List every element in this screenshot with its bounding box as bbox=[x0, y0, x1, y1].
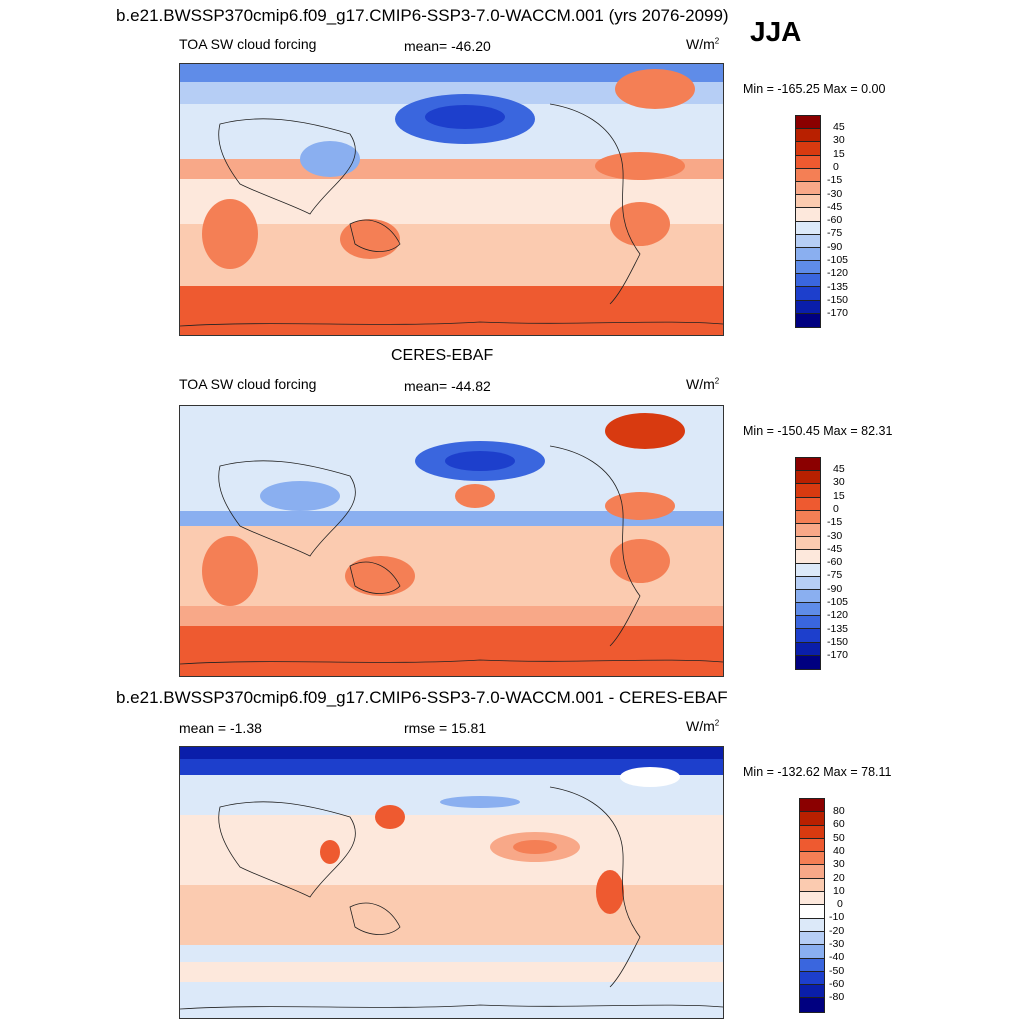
panel1-map bbox=[179, 63, 724, 336]
cbar-label: -50 bbox=[829, 964, 845, 977]
cbar-label: -75 bbox=[827, 569, 843, 582]
cbar-label: 20 bbox=[833, 871, 845, 884]
panel2-heading: CERES-EBAF bbox=[391, 347, 494, 364]
cbar-label: -90 bbox=[827, 240, 843, 253]
panel1-minmax: Min = -165.25 Max = 0.00 bbox=[743, 82, 886, 96]
panel3-map bbox=[179, 746, 724, 1019]
panel2-mean: mean= -44.82 bbox=[404, 378, 491, 394]
cbar-label: 40 bbox=[833, 844, 845, 857]
cbar-label: -75 bbox=[827, 227, 843, 240]
cbar-label: -90 bbox=[827, 582, 843, 595]
cbar-label: -170 bbox=[827, 649, 849, 662]
cbar-label: -170 bbox=[827, 307, 849, 320]
cbar-label: -15 bbox=[827, 516, 843, 529]
panel3-colorbar bbox=[799, 798, 825, 1013]
cbar-label: -60 bbox=[827, 556, 843, 569]
panel3-minmax: Min = -132.62 Max = 78.11 bbox=[743, 765, 892, 779]
cbar-label: -45 bbox=[827, 542, 843, 555]
cbar-label: -135 bbox=[827, 622, 849, 635]
panel2-variable: TOA SW cloud forcing bbox=[179, 376, 317, 392]
cbar-label: -15 bbox=[827, 174, 843, 187]
panel3-mean: mean = -1.38 bbox=[179, 720, 262, 736]
cbar-label: 15 bbox=[833, 489, 845, 502]
panel2-colorbar bbox=[795, 457, 821, 670]
panel3-units: W/m2 bbox=[686, 718, 720, 734]
cbar-label: -30 bbox=[827, 187, 843, 200]
cbar-label: -30 bbox=[827, 529, 843, 542]
cbar-label: -105 bbox=[827, 596, 849, 608]
panel1-variable: TOA SW cloud forcing bbox=[179, 36, 317, 52]
panel1-units: W/m2 bbox=[686, 36, 720, 52]
cbar-label: 60 bbox=[833, 818, 845, 831]
panel3-heading: b.e21.BWSSP370cmip6.f09_g17.CMIP6-SSP3-7… bbox=[116, 688, 728, 707]
cbar-label: 0 bbox=[833, 160, 839, 173]
cbar-label: -150 bbox=[827, 293, 849, 306]
cbar-label: -40 bbox=[829, 951, 845, 964]
cbar-label: -120 bbox=[827, 267, 849, 280]
cbar-label: 45 bbox=[833, 121, 845, 133]
cbar-label: -10 bbox=[829, 911, 845, 924]
panel1-mean: mean= -46.20 bbox=[404, 38, 491, 54]
cbar-label: 0 bbox=[833, 502, 839, 515]
cbar-label: -135 bbox=[827, 280, 849, 293]
panel3-map-field bbox=[180, 747, 723, 1018]
season-label: JJA bbox=[750, 16, 802, 47]
cbar-label: -105 bbox=[827, 254, 849, 266]
figure-title: b.e21.BWSSP370cmip6.f09_g17.CMIP6-SSP3-7… bbox=[116, 6, 729, 25]
panel2-units: W/m2 bbox=[686, 376, 720, 392]
cbar-label: -80 bbox=[829, 991, 845, 1004]
cbar-label: 30 bbox=[833, 858, 845, 871]
cbar-label: 30 bbox=[833, 134, 845, 147]
cbar-label: 10 bbox=[833, 884, 845, 897]
panel2-minmax: Min = -150.45 Max = 82.31 bbox=[743, 424, 893, 438]
cbar-label: -30 bbox=[829, 938, 845, 950]
cbar-label: 45 bbox=[833, 463, 845, 475]
cbar-label: -120 bbox=[827, 609, 849, 622]
panel1-colorbar bbox=[795, 115, 821, 328]
cbar-label: -20 bbox=[829, 924, 845, 937]
panel2-map bbox=[179, 405, 724, 677]
cbar-label: -150 bbox=[827, 635, 849, 648]
cbar-label: -60 bbox=[827, 214, 843, 227]
cbar-label: 80 bbox=[833, 805, 845, 817]
cbar-label: 15 bbox=[833, 147, 845, 160]
cbar-label: 50 bbox=[833, 831, 845, 844]
panel3-rmse: rmse = 15.81 bbox=[404, 720, 487, 736]
panel1-map-field bbox=[180, 64, 723, 335]
cbar-label: 30 bbox=[833, 476, 845, 489]
cbar-label: 0 bbox=[837, 898, 843, 911]
cbar-label: -60 bbox=[829, 977, 845, 990]
panel2-map-field bbox=[180, 406, 723, 676]
cbar-label: -45 bbox=[827, 200, 843, 213]
